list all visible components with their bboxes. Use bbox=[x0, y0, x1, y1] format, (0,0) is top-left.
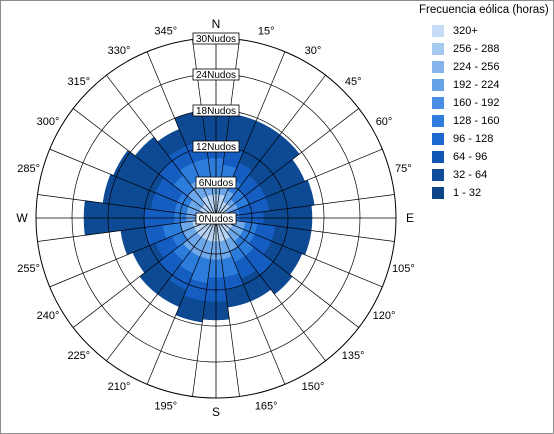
spoke-line-120 bbox=[215, 217, 383, 288]
legend-item: 32 - 64 bbox=[432, 166, 552, 184]
legend-item: 1 - 32 bbox=[432, 184, 552, 202]
legend-swatch bbox=[432, 79, 444, 91]
legend-swatch bbox=[432, 97, 444, 109]
spoke-line-240 bbox=[72, 217, 217, 328]
direction-label-165: 165° bbox=[255, 400, 278, 412]
legend-item: 320+ bbox=[432, 22, 552, 40]
direction-label-315: 315° bbox=[67, 76, 90, 88]
direction-label-15: 15° bbox=[258, 26, 275, 38]
radial-tick-label-0: 0Nudos bbox=[199, 214, 233, 225]
radial-tick-labels: 0Nudos 6Nudos 12Nudos 18Nudos 24Nudos 30Nudos bbox=[192, 32, 240, 225]
legend-swatch bbox=[432, 133, 444, 145]
spoke-line-315 bbox=[72, 108, 217, 219]
legend-item: 128 - 160 bbox=[432, 112, 552, 130]
radial-tick-label-30: 30Nudos bbox=[196, 34, 236, 45]
direction-label-210: 210° bbox=[108, 381, 131, 393]
direction-label-45: 45° bbox=[345, 76, 362, 88]
legend-swatch bbox=[432, 169, 444, 181]
radial-tick-box-24 bbox=[192, 68, 240, 81]
radial-tick-box-30 bbox=[192, 32, 240, 45]
direction-label-105: 105° bbox=[392, 263, 415, 275]
spoke-line-345 bbox=[146, 51, 217, 219]
legend: Frecuencia eólica (horas) 320+ 256 - 288 2… bbox=[418, 4, 552, 202]
direction-label-75: 75° bbox=[395, 163, 412, 175]
legend-item: 224 - 256 bbox=[432, 58, 552, 76]
spoke-line-180 bbox=[215, 217, 240, 397]
legend-swatch bbox=[432, 187, 444, 199]
legend-swatch bbox=[432, 43, 444, 55]
direction-label-135: 135° bbox=[342, 350, 365, 362]
direction-label-30: 30° bbox=[305, 45, 322, 57]
radial-tick-label-18: 18Nudos bbox=[196, 106, 236, 117]
direction-label-150: 150° bbox=[302, 381, 325, 393]
radial-tick-box-6 bbox=[195, 176, 237, 189]
legend-swatch bbox=[432, 25, 444, 37]
legend-swatch bbox=[432, 151, 444, 163]
spoke-line-165 bbox=[215, 217, 286, 385]
spoke-line-150 bbox=[215, 217, 326, 362]
spoke-line-195 bbox=[192, 217, 217, 397]
direction-label-270: W bbox=[16, 211, 28, 225]
legend-label: 32 - 64 bbox=[453, 169, 488, 181]
legend-swatch bbox=[432, 61, 444, 73]
direction-label-345: 345° bbox=[154, 26, 177, 38]
legend-title: Frecuencia eólica (horas) bbox=[419, 4, 549, 16]
direction-label-300: 300° bbox=[37, 116, 60, 128]
legend-label: 64 - 96 bbox=[453, 151, 488, 163]
radial-tick-box-18 bbox=[192, 104, 240, 117]
direction-label-0: N bbox=[212, 17, 221, 31]
spoke-line-270 bbox=[37, 217, 217, 242]
spoke-line-60 bbox=[215, 108, 360, 219]
legend-label: 256 - 288 bbox=[453, 43, 500, 55]
radial-tick-box-12 bbox=[192, 140, 240, 153]
spoke-line-30 bbox=[215, 51, 286, 219]
direction-label-285: 285° bbox=[17, 163, 40, 175]
spoke-line-225 bbox=[106, 217, 217, 362]
direction-label-240: 240° bbox=[37, 310, 60, 322]
radial-tick-label-6: 6Nudos bbox=[199, 178, 233, 189]
direction-label-90: E bbox=[406, 211, 414, 225]
legend-swatch bbox=[432, 115, 444, 127]
legend-label: 224 - 256 bbox=[453, 61, 500, 73]
direction-label-195: 195° bbox=[154, 400, 177, 412]
legend-label: 1 - 32 bbox=[453, 187, 482, 199]
direction-labels: N 15° 30° 45° 60° 75° E 105° 120° 135° 150° 165° S 19… bbox=[16, 17, 414, 419]
legend-label: 160 - 192 bbox=[453, 97, 500, 109]
spoke-line-210 bbox=[146, 217, 217, 385]
spoke-line-45 bbox=[215, 74, 326, 219]
legend-item: 192 - 224 bbox=[432, 76, 552, 94]
direction-label-330: 330° bbox=[108, 45, 131, 57]
legend-item: 64 - 96 bbox=[432, 148, 552, 166]
radial-tick-box-0 bbox=[195, 212, 237, 225]
direction-label-255: 255° bbox=[17, 263, 40, 275]
direction-label-60: 60° bbox=[376, 116, 393, 128]
spoke-line-105 bbox=[215, 217, 395, 242]
legend-label: 128 - 160 bbox=[453, 115, 500, 127]
spoke-line-135 bbox=[215, 217, 360, 328]
radial-tick-label-12: 12Nudos bbox=[196, 142, 236, 153]
direction-label-225: 225° bbox=[67, 350, 90, 362]
legend-label: 96 - 128 bbox=[453, 133, 494, 145]
legend-item: 256 - 288 bbox=[432, 40, 552, 58]
spoke-line-300 bbox=[49, 148, 217, 219]
spoke-line-75 bbox=[215, 148, 383, 219]
direction-label-180: S bbox=[212, 405, 220, 419]
legend-item: 160 - 192 bbox=[432, 94, 552, 112]
spoke-line-255 bbox=[49, 217, 217, 288]
spoke-line-90 bbox=[215, 194, 395, 219]
spoke-line-330 bbox=[106, 74, 217, 219]
direction-label-120: 120° bbox=[373, 310, 396, 322]
legend-label: 192 - 224 bbox=[453, 79, 500, 91]
legend-item: 96 - 128 bbox=[432, 130, 552, 148]
spoke-line-285 bbox=[37, 194, 217, 219]
legend-label: 320+ bbox=[453, 25, 478, 37]
radial-tick-label-24: 24Nudos bbox=[196, 70, 236, 81]
legend-items: 320+ 256 - 288 224 - 256 192 - 224 160 - 192… bbox=[418, 22, 552, 202]
